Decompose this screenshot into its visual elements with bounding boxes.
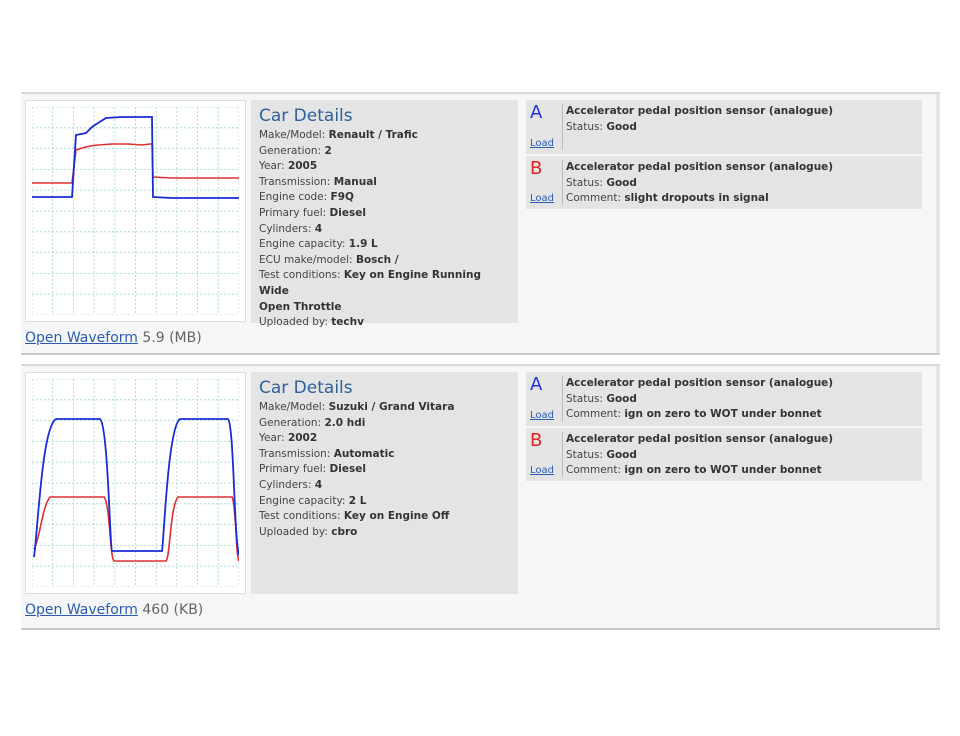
divider: [562, 376, 563, 422]
detail-test-conditions-cont: Open Throttle: [259, 300, 342, 313]
file-size: 460 (KB): [142, 602, 204, 618]
car-details-panel: Car Details Make/Model: Renault / Trafic…: [251, 100, 518, 328]
waveform-preview-1: [32, 107, 239, 315]
detail-primary-fuel: Primary fuel: Diesel: [259, 206, 366, 219]
detail-cylinders: Cylinders: 4: [259, 478, 323, 491]
channel-a-letter: A: [530, 102, 543, 123]
load-channel-b-button[interactable]: Load: [530, 465, 554, 476]
open-waveform-link[interactable]: Open Waveform: [25, 330, 138, 346]
open-waveform-row: Open Waveform 460 (KB): [25, 602, 203, 618]
sensor-comment: Comment: ign on zero to WOT under bonnet: [566, 408, 822, 421]
detail-year: Year: 2005: [259, 160, 318, 173]
sensor-title: Accelerator pedal position sensor (analo…: [566, 433, 834, 445]
detail-primary-fuel: Primary fuel: Diesel: [259, 463, 366, 476]
sensor-title: Accelerator pedal position sensor (analo…: [566, 377, 834, 389]
sensor-title: Accelerator pedal position sensor (analo…: [566, 105, 834, 117]
channel-b-letter: B: [530, 158, 543, 179]
detail-transmission: Transmission: Manual: [259, 175, 377, 188]
grid: [32, 107, 239, 315]
sensor-comment: Comment: slight dropouts in signal: [566, 192, 769, 205]
car-details-title: Car Details: [259, 106, 353, 126]
card-edge: [936, 94, 940, 353]
detail-engine-code: Engine code: F9Q: [259, 191, 354, 204]
file-size: 5.9 (MB): [142, 330, 202, 346]
channel-a-letter: A: [530, 374, 543, 395]
sensor-status: Status: Good: [566, 392, 637, 405]
channel-a-trace: [33, 418, 239, 558]
detail-year: Year: 2002: [259, 432, 318, 445]
sensor-status: Status: Good: [566, 448, 637, 461]
channel-b-panel: B Load Accelerator pedal position sensor…: [526, 156, 922, 209]
sensor-title: Accelerator pedal position sensor (analo…: [566, 161, 834, 173]
sensor-status: Status: Good: [566, 120, 637, 133]
open-waveform-row: Open Waveform 5.9 (MB): [25, 330, 202, 346]
detail-make-model: Make/Model: Suzuki / Grand Vitara: [259, 401, 455, 413]
detail-generation: Generation: 2.0 hdi: [259, 416, 366, 429]
sensor-status: Status: Good: [566, 176, 637, 189]
detail-uploaded-by: Uploaded by: cbro: [259, 525, 358, 538]
detail-engine-capacity: Engine capacity: 1.9 L: [259, 238, 378, 251]
channel-b-trace: [32, 143, 239, 184]
load-channel-a-button[interactable]: Load: [530, 410, 554, 421]
load-channel-a-button[interactable]: Load: [530, 138, 554, 149]
detail-cylinders: Cylinders: 4: [259, 222, 323, 235]
detail-transmission: Transmission: Automatic: [259, 447, 395, 460]
channel-b-panel: B Load Accelerator pedal position sensor…: [526, 428, 922, 481]
channel-a-panel: A Load Accelerator pedal position sensor…: [526, 372, 922, 426]
open-waveform-link[interactable]: Open Waveform: [25, 602, 138, 618]
divider: [562, 160, 563, 205]
detail-engine-capacity: Engine capacity: 2 L: [259, 494, 367, 507]
car-details-title: Car Details: [259, 378, 353, 398]
detail-uploaded-by: Uploaded by: techv: [259, 316, 364, 329]
sensor-comment: Comment: ign on zero to WOT under bonnet: [566, 464, 822, 477]
waveform-thumbnail[interactable]: [25, 372, 246, 594]
car-details-panel: Car Details Make/Model: Suzuki / Grand V…: [251, 372, 518, 594]
waveform-entry-1: Open Waveform 5.9 (MB) Car Details Make/…: [21, 92, 940, 355]
detail-make-model: Make/Model: Renault / Trafic: [259, 129, 418, 141]
grid: [32, 379, 239, 587]
waveform-entry-2: Open Waveform 460 (KB) Car Details Make/…: [21, 364, 940, 630]
waveform-thumbnail[interactable]: [25, 100, 246, 322]
card-edge: [936, 366, 940, 628]
channel-a-panel: A Load Accelerator pedal position sensor…: [526, 100, 922, 154]
detail-ecu: ECU make/model: Bosch /: [259, 253, 399, 266]
divider: [562, 104, 563, 150]
load-channel-b-button[interactable]: Load: [530, 193, 554, 204]
detail-test-conditions: Test conditions: Key on Engine Off: [259, 510, 450, 523]
channel-a-trace: [32, 116, 239, 199]
detail-generation: Generation: 2: [259, 144, 332, 157]
waveform-preview-2: [32, 379, 239, 587]
channel-b-letter: B: [530, 430, 543, 451]
divider: [562, 432, 563, 477]
detail-test-conditions: Test conditions: Key on Engine Running W…: [259, 269, 481, 297]
